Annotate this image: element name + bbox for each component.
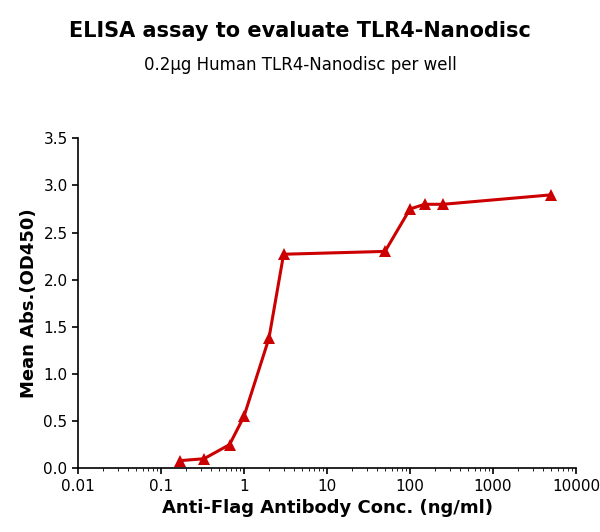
Y-axis label: Mean Abs.(OD450): Mean Abs.(OD450): [20, 209, 38, 398]
X-axis label: Anti-Flag Antibody Conc. (ng/ml): Anti-Flag Antibody Conc. (ng/ml): [161, 499, 493, 517]
Text: ELISA assay to evaluate TLR4-Nanodisc: ELISA assay to evaluate TLR4-Nanodisc: [69, 21, 531, 41]
Text: 0.2μg Human TLR4-Nanodisc per well: 0.2μg Human TLR4-Nanodisc per well: [143, 56, 457, 74]
